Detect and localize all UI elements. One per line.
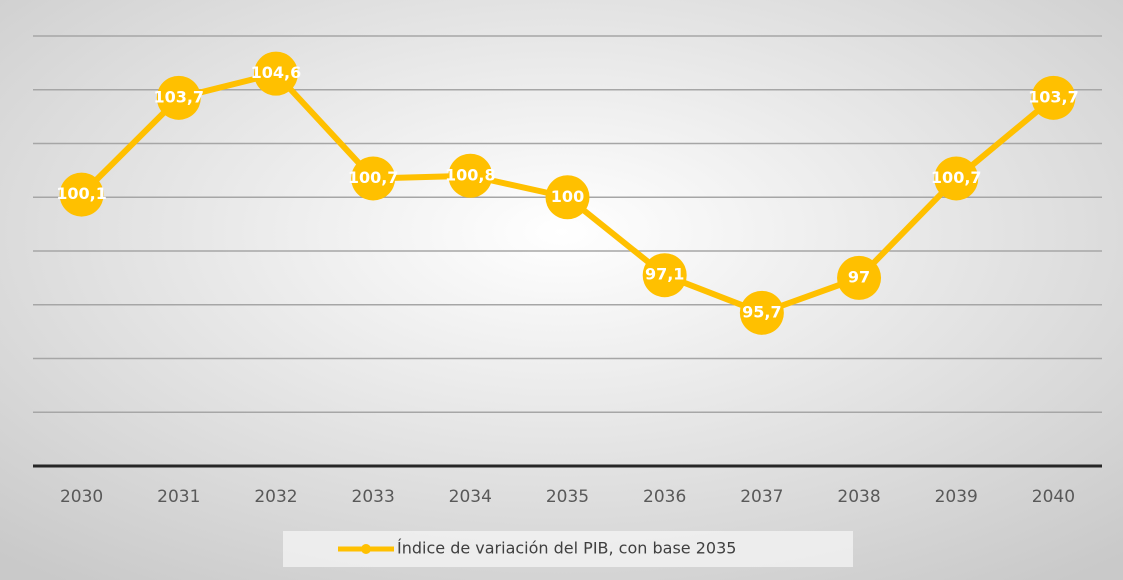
data-label: 100,8 [445, 165, 496, 184]
marker [837, 255, 882, 300]
marker [351, 156, 396, 201]
x-tick-label: 2032 [254, 487, 297, 507]
data-label: 103,7 [1028, 87, 1079, 106]
x-tick-label: 2034 [449, 487, 492, 507]
x-tick-label: 2036 [643, 487, 686, 507]
data-label: 104,6 [251, 63, 302, 82]
data-label: 100 [551, 187, 584, 206]
data-label: 100,7 [348, 168, 399, 187]
x-tick-label: 2035 [546, 487, 589, 507]
data-label: 100,1 [56, 184, 107, 203]
legend-marker [361, 544, 371, 554]
data-label: 95,7 [742, 302, 781, 321]
marker [448, 153, 493, 198]
marker [934, 156, 979, 201]
data-label: 97 [848, 267, 870, 286]
x-tick-label: 2030 [60, 487, 103, 507]
data-label: 100,7 [931, 168, 982, 187]
marker [545, 175, 590, 220]
data-label: 103,7 [153, 87, 204, 106]
x-tick-label: 2031 [157, 487, 200, 507]
marker [642, 253, 687, 298]
marker [739, 290, 784, 335]
marker [59, 172, 104, 217]
x-tick-label: 2038 [837, 487, 880, 507]
x-tick-label: 2040 [1032, 487, 1075, 507]
marker [253, 51, 298, 96]
marker [1031, 75, 1076, 120]
data-label: 97,1 [645, 265, 684, 284]
x-tick-label: 2033 [352, 487, 395, 507]
marker [156, 75, 201, 120]
x-tick-label: 2039 [935, 487, 978, 507]
legend-label: Índice de variación del PIB, con base 20… [397, 539, 736, 558]
x-tick-label: 2037 [740, 487, 783, 507]
